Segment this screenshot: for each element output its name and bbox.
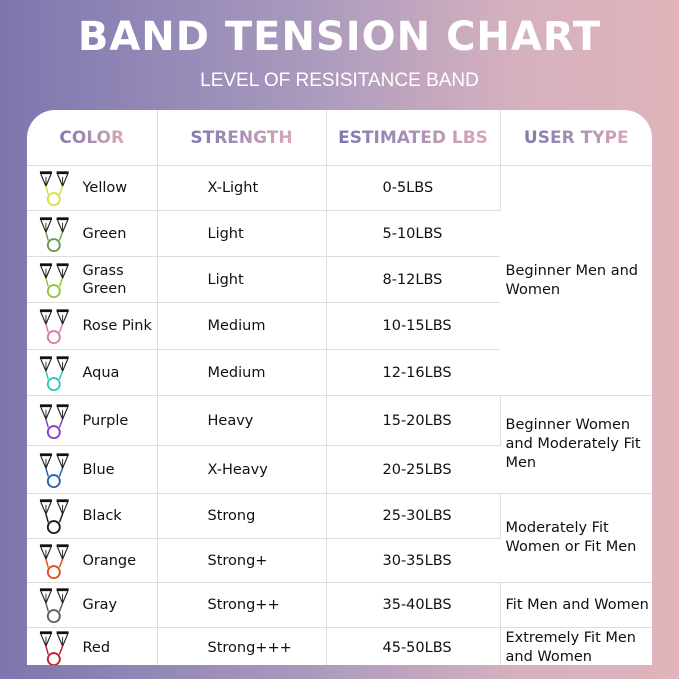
color-name: Grass Green <box>82 262 127 297</box>
color-name: Rose Pink <box>82 318 152 334</box>
estimated-lbs-cell: 0-5LBS <box>326 165 501 211</box>
strength-cell: Heavy <box>157 395 327 446</box>
resistance-band-icon <box>39 631 69 665</box>
strength-cell: Strong+++ <box>157 627 327 665</box>
estimated-lbs-cell: 20-25LBS <box>326 445 500 494</box>
color-cell: Grass Green <box>27 256 158 303</box>
color-cell: Purple <box>27 395 158 446</box>
table-row: Yellow X-Light 0-5LBS Beginner Men and Wo… <box>27 165 652 396</box>
color-name: Gray <box>82 597 118 613</box>
user-type-cell: Moderately Fit Women or Fit Men <box>500 493 652 583</box>
strength-cell: Medium <box>157 349 327 396</box>
color-cell: Green <box>27 210 158 257</box>
resistance-band-icon <box>39 499 69 535</box>
estimated-lbs-cell: 12-16LBS <box>326 349 500 396</box>
table-row: Aqua Medium 12-16LBS <box>27 349 652 396</box>
tension-table: Color Strength Estimated LBS User Type Y… <box>27 110 652 665</box>
strength-cell: Strong <box>157 493 327 539</box>
user-type-cell: Fit Men and Women <box>500 582 652 628</box>
header-estimated-lbs: Estimated LBS <box>326 110 501 166</box>
resistance-band-icon <box>39 452 69 488</box>
header-user-type: User Type <box>500 110 652 166</box>
color-name: Green <box>82 225 127 242</box>
estimated-lbs-cell: 25-30LBS <box>326 493 501 539</box>
header-color: Color <box>27 110 158 166</box>
table-row: Red Strong+++ 45-50LBS Extremely Fit Men … <box>27 627 652 665</box>
user-type-cell: Extremely Fit Men and Women <box>500 627 652 665</box>
color-name: Orange <box>82 552 137 569</box>
table-row: Purple Heavy 15-20LBS Beginner Women and … <box>27 395 652 494</box>
table-row: Blue X-Heavy 20-25LBS <box>27 445 652 494</box>
table-row: Rose Pink Medium 10-15LBS <box>27 302 652 350</box>
color-name: Black <box>82 508 122 524</box>
strength-cell: Strong+ <box>157 538 327 583</box>
header-strength: Strength <box>157 110 327 166</box>
estimated-lbs-cell: 5-10LBS <box>326 210 500 257</box>
strength-cell: Light <box>157 210 327 257</box>
estimated-lbs-cell: 15-20LBS <box>326 395 501 446</box>
color-name: Red <box>82 640 111 656</box>
resistance-band-icon <box>39 403 69 439</box>
resistance-band-icon <box>39 588 69 624</box>
resistance-band-icon <box>39 355 69 391</box>
table-row: Green Light 5-10LBS <box>27 210 652 257</box>
table-row: Black Strong 25-30LBS Moderately Fit Wome… <box>27 493 652 583</box>
strength-cell: Strong++ <box>157 582 327 628</box>
table-header-row: Color Strength Estimated LBS User Type <box>27 110 652 166</box>
resistance-band-icon <box>39 216 69 252</box>
color-cell: Blue <box>27 445 158 494</box>
estimated-lbs-cell: 45-50LBS <box>326 627 501 665</box>
resistance-band-icon <box>39 171 69 207</box>
resistance-band-icon <box>39 262 69 298</box>
table-row: Grass Green Light 8-12LBS <box>27 256 652 303</box>
page-title: Band Tension Chart <box>77 14 602 60</box>
user-type-cell: Beginner Men and Women <box>500 165 652 396</box>
color-cell: Orange <box>27 538 158 583</box>
color-cell: Yellow <box>27 165 158 211</box>
estimated-lbs-cell: 10-15LBS <box>326 302 500 350</box>
resistance-band-icon <box>39 309 69 345</box>
color-cell: Rose Pink <box>27 302 158 350</box>
color-cell: Black <box>27 493 158 539</box>
resistance-band-icon <box>39 543 69 579</box>
estimated-lbs-cell: 8-12LBS <box>326 256 500 303</box>
color-name: Purple <box>82 412 129 429</box>
color-cell: Gray <box>27 582 158 628</box>
color-name: Blue <box>82 461 115 478</box>
color-cell: Red <box>27 627 158 665</box>
page-subtitle: LEVEL OF RESISITANCE BAND <box>200 70 479 91</box>
strength-cell: X-Light <box>157 165 327 211</box>
strength-cell: Medium <box>157 302 327 350</box>
strength-cell: X-Heavy <box>157 445 327 494</box>
color-name: Yellow <box>82 180 128 196</box>
estimated-lbs-cell: 35-40LBS <box>326 582 501 628</box>
table-row: Orange Strong+ 30-35LBS <box>27 538 652 583</box>
estimated-lbs-cell: 30-35LBS <box>326 538 500 583</box>
table-row: Gray Strong++ 35-40LBS Fit Men and Women <box>27 582 652 628</box>
color-name: Aqua <box>82 364 120 381</box>
tension-table-card: Color Strength Estimated LBS User Type Y… <box>27 110 652 665</box>
strength-cell: Light <box>157 256 327 303</box>
color-cell: Aqua <box>27 349 158 396</box>
user-type-cell: Beginner Women and Moderately Fit Men <box>500 395 652 494</box>
